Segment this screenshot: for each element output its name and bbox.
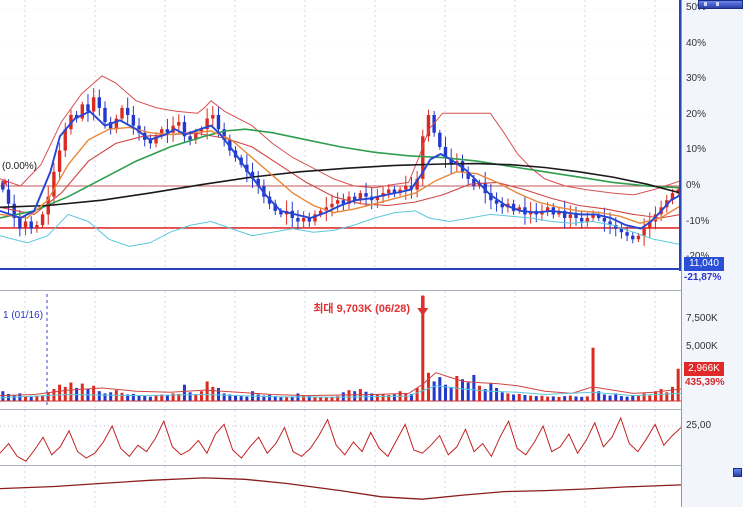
y-axis-tick: 40% [686, 37, 707, 49]
price-change-label: -21,87% [684, 272, 722, 283]
y-axis-tick: -10% [686, 215, 710, 227]
indicator2-panel[interactable] [0, 466, 681, 507]
y-axis-tick: 50% [686, 2, 707, 14]
y-axis-tick: 0% [686, 180, 701, 191]
panel-divider[interactable] [0, 465, 743, 466]
toolbar-button-icon[interactable] [704, 2, 707, 6]
indicator2-canvas[interactable] [0, 466, 681, 507]
current-price-badge: 11,040 [684, 257, 724, 271]
y-axis-tick: 10% [686, 144, 707, 156]
indicator1-panel[interactable] [0, 410, 681, 466]
event-marker-icon: ★ [0, 177, 10, 189]
chart-right-border [679, 0, 681, 271]
toolbar-button-icon[interactable] [716, 2, 720, 6]
volume-max-annotation: 최대 9,703K (06/28) [313, 303, 410, 315]
y-axis-tick: 20% [686, 108, 707, 120]
y-axis-tick: 25,00 [686, 420, 712, 431]
price-chart-panel[interactable]: (0.00%) ★ [0, 0, 681, 291]
y-axis-tick: 30% [686, 73, 707, 85]
axis-toolbar[interactable] [698, 0, 743, 9]
y-axis-tick: 7,500K [686, 313, 718, 325]
y-axis-tick: -20% [686, 251, 709, 263]
panel-divider[interactable] [0, 409, 743, 410]
volume-panel[interactable]: 최대 9,703K (06/28) 1 (01/16) [0, 291, 681, 410]
y-axis-tick: 5,000K [686, 340, 718, 352]
base-percent-label: (0.00%) [2, 161, 38, 172]
right-axis-column: 11,040 -21,87% 2,966K 435,39% 50% 40% 30% 2… [681, 0, 743, 507]
volume-chart-canvas[interactable] [0, 291, 681, 410]
indicator1-canvas[interactable] [0, 410, 681, 466]
volume-change-label: 435,39% [685, 377, 725, 388]
volume-min-annotation: 1 (01/16) [3, 310, 44, 321]
panel-collapse-button[interactable] [733, 468, 742, 477]
current-volume-badge: 2,966K [684, 362, 724, 376]
price-chart-canvas[interactable] [0, 0, 681, 291]
panel-divider[interactable] [0, 290, 743, 291]
